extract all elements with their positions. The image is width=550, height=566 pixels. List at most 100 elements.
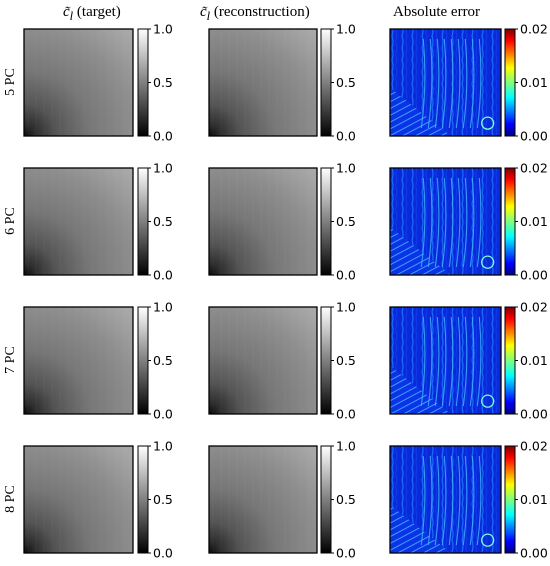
- heatmap-frame: [208, 445, 318, 554]
- error-streak: [420, 455, 426, 546]
- colorbar-gradient: [137, 445, 149, 554]
- colorbar-absolute-error-row-4: 0.02 0.01 0.00: [504, 439, 548, 561]
- colorbar-tick-label: 0.5: [336, 75, 356, 90]
- colorbar-tick-label: 0.0: [336, 546, 356, 561]
- title-math-symbol: c̃: [200, 4, 207, 20]
- colorbar-tick-label: 0.01: [520, 353, 548, 368]
- error-streak: [455, 316, 461, 407]
- heatmap-reconstruction-row-3: [208, 306, 318, 415]
- colorbar-target-row-3: 1.0 0.5 0.0: [137, 300, 173, 422]
- error-hotspot: [481, 533, 495, 547]
- heatmap-target-row-3: [23, 306, 134, 415]
- title-text: (target): [73, 4, 121, 20]
- colorbar-tick-label: 0.5: [153, 492, 173, 507]
- colorbar-tick-label: 0.5: [153, 353, 173, 368]
- error-streak: [448, 316, 454, 407]
- error-streak: [462, 38, 468, 129]
- heatmap-frame: [389, 167, 502, 276]
- heatmap-reconstruction-row-4: [208, 445, 318, 554]
- error-streak: [469, 455, 475, 546]
- title-math-subscript: l: [69, 9, 74, 23]
- error-streak: [427, 455, 433, 546]
- error-streak: [448, 38, 454, 129]
- colorbar-tick-label: 1.0: [153, 439, 173, 454]
- colorbar-tick-label: 0.02: [520, 300, 548, 315]
- colorbar-tick-label: 1.0: [336, 300, 356, 315]
- error-streak: [434, 38, 440, 129]
- column-title-absolute-error: Absolute error: [393, 4, 480, 21]
- colorbar-gradient: [320, 28, 332, 137]
- colorbar-tick-label: 0.0: [336, 129, 356, 144]
- error-streak: [441, 177, 447, 268]
- colorbar-tick-label: 0.02: [520, 161, 548, 176]
- title-text: (reconstruction): [210, 4, 310, 20]
- colorbar-tick-label: 0.01: [520, 214, 548, 229]
- heatmap-image: [24, 29, 133, 136]
- error-streak: [448, 177, 454, 268]
- heatmap-absolute-error-row-1: [389, 28, 502, 137]
- colorbar-gradient: [137, 306, 149, 415]
- colorbar-gradient: [504, 445, 516, 554]
- heatmap-target-row-2: [23, 167, 134, 276]
- error-streak: [455, 177, 461, 268]
- colorbar-tick-label: 0.0: [153, 407, 173, 422]
- heatmap-absolute-error-row-2: [389, 167, 502, 276]
- error-streak: [462, 177, 468, 268]
- heatmap-image: [24, 446, 133, 553]
- error-streak: [427, 316, 433, 407]
- error-streak: [462, 316, 468, 407]
- colorbar-tick-label: 0.00: [520, 546, 548, 561]
- heatmap-absolute-error-row-3: [389, 306, 502, 415]
- title-text: Absolute error: [393, 4, 481, 20]
- error-streak: [462, 455, 468, 546]
- colorbar-tick-label: 0.00: [520, 268, 548, 283]
- error-streak: [455, 38, 461, 129]
- colorbar-tick-label: 0.0: [153, 546, 173, 561]
- colorbar-absolute-error-row-3: 0.02 0.01 0.00: [504, 300, 548, 422]
- colorbar-tick-label: 0.01: [520, 492, 548, 507]
- error-streak: [469, 177, 475, 268]
- column-title-target: c̃l (target): [63, 4, 121, 24]
- colorbar-tick-label: 0.5: [336, 492, 356, 507]
- error-streak: [448, 455, 454, 546]
- colorbar-target-row-4: 1.0 0.5 0.0: [137, 439, 173, 561]
- colorbar-tick-label: 0.02: [520, 439, 548, 454]
- error-streak: [434, 316, 440, 407]
- colorbar-reconstruction-row-3: 1.0 0.5 0.0: [320, 300, 356, 422]
- error-streak: [476, 455, 482, 546]
- heatmap-image: [24, 307, 133, 414]
- error-streak: [420, 177, 426, 268]
- heatmap-target-row-1: [23, 28, 134, 137]
- colorbar-tick-label: 0.02: [520, 22, 548, 37]
- heatmap-image: [24, 168, 133, 275]
- heatmap-frame: [208, 28, 318, 137]
- colorbar-gradient: [137, 28, 149, 137]
- heatmap-frame: [389, 28, 502, 137]
- heatmap-frame: [389, 306, 502, 415]
- colorbar-tick-label: 0.0: [153, 129, 173, 144]
- error-streak: [420, 38, 426, 129]
- heatmap-frame: [23, 445, 134, 554]
- colorbar-tick-label: 0.0: [336, 407, 356, 422]
- colorbar-tick-label: 1.0: [153, 22, 173, 37]
- heatmap-frame: [23, 306, 134, 415]
- title-math-subscript: l: [206, 9, 211, 23]
- colorbar-target-row-2: 1.0 0.5 0.0: [137, 161, 173, 283]
- colorbar-gradient: [504, 306, 516, 415]
- colorbar-tick-label: 0.5: [336, 214, 356, 229]
- colorbar-gradient: [320, 167, 332, 276]
- error-streak: [441, 38, 447, 129]
- error-hotspot: [481, 394, 495, 408]
- heatmap-frame: [208, 167, 318, 276]
- heatmap-frame: [23, 167, 134, 276]
- colorbar-absolute-error-row-1: 0.02 0.01 0.00: [504, 22, 548, 144]
- colorbar-gradient: [320, 306, 332, 415]
- heatmap-image: [209, 168, 317, 275]
- colorbar-gradient: [320, 445, 332, 554]
- colorbar-tick-label: 0.0: [153, 268, 173, 283]
- colorbar-target-row-1: 1.0 0.5 0.0: [137, 22, 173, 144]
- colorbar-tick-label: 1.0: [336, 161, 356, 176]
- colorbar-tick-label: 1.0: [336, 22, 356, 37]
- error-streak: [455, 455, 461, 546]
- colorbar-tick-label: 0.01: [520, 75, 548, 90]
